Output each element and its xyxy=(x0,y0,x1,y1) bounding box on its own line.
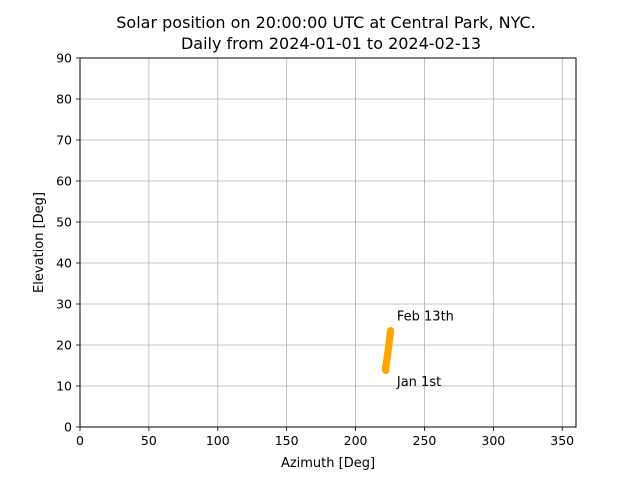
y-tick-label: 50 xyxy=(56,215,72,230)
x-axis-label: Azimuth [Deg] xyxy=(281,456,375,471)
annotations: Jan 1st Feb 13th xyxy=(396,309,454,390)
annotation-label: Feb 13th xyxy=(397,309,454,324)
y-tick-label: 30 xyxy=(56,297,72,312)
chart-title-line2: Daily from 2024-01-01 to 2024-02-13 xyxy=(181,34,481,53)
y-tick-label: 70 xyxy=(56,133,72,148)
plot-frame xyxy=(79,57,577,428)
y-tick-label: 40 xyxy=(56,256,72,271)
y-axis-label: Elevation [Deg] xyxy=(32,192,47,293)
y-tick-label: 60 xyxy=(56,174,72,189)
x-tick-label: 250 xyxy=(413,433,437,448)
x-tick-label: 50 xyxy=(141,433,157,448)
y-tick-label: 10 xyxy=(56,379,72,394)
y-tick-label: 20 xyxy=(56,338,72,353)
series-solar-position xyxy=(381,327,395,375)
y-axis-ticks: 0 10 20 30 40 50 60 70 80 90 xyxy=(56,51,80,435)
x-tick-label: 150 xyxy=(275,433,299,448)
chart-title-line1: Solar position on 20:00:00 UTC at Centra… xyxy=(116,13,535,32)
data-point xyxy=(386,327,395,335)
x-tick-label: 100 xyxy=(206,433,230,448)
y-tick-label: 90 xyxy=(56,51,72,66)
x-axis-ticks: 0 50 100 150 200 250 300 350 xyxy=(76,427,574,448)
y-tick-label: 0 xyxy=(64,420,72,435)
x-tick-label: 350 xyxy=(550,433,574,448)
annotation-label: Jan 1st xyxy=(396,375,441,390)
x-tick-label: 0 xyxy=(76,433,84,448)
y-tick-label: 80 xyxy=(56,92,72,107)
x-tick-label: 200 xyxy=(344,433,368,448)
x-tick-label: 300 xyxy=(481,433,505,448)
